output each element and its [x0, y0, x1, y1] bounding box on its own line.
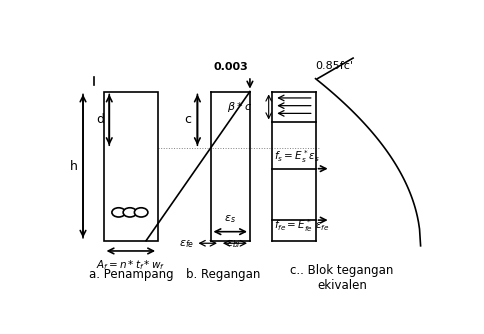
Text: $A_f=n*t_f*w_f$: $A_f=n*t_f*w_f$: [96, 258, 166, 272]
Text: 0.003: 0.003: [214, 62, 249, 72]
Text: d: d: [96, 113, 104, 126]
Circle shape: [112, 208, 125, 217]
Text: $\varepsilon_{fe}$: $\varepsilon_{fe}$: [179, 238, 194, 250]
Circle shape: [123, 208, 136, 217]
Text: c: c: [184, 113, 192, 126]
Text: h: h: [70, 160, 77, 173]
Text: b. Regangan: b. Regangan: [186, 268, 261, 281]
Circle shape: [135, 208, 148, 217]
Text: a. Penampang: a. Penampang: [90, 268, 174, 281]
Text: $\varepsilon_{bi}$: $\varepsilon_{bi}$: [226, 238, 241, 250]
Text: c.. Blok tegangan
ekivalen: c.. Blok tegangan ekivalen: [290, 264, 393, 292]
Text: $f_s=E_s^*\varepsilon_s$: $f_s=E_s^*\varepsilon_s$: [274, 148, 320, 165]
Text: $\beta*c$: $\beta*c$: [227, 100, 252, 114]
Text: $\varepsilon_s$: $\varepsilon_s$: [224, 213, 236, 225]
Bar: [104, 92, 158, 241]
Text: $f_{fe}=E_{fe}^*\ \varepsilon_{fe}$: $f_{fe}=E_{fe}^*\ \varepsilon_{fe}$: [274, 217, 330, 234]
Text: 0.85fc': 0.85fc': [316, 61, 354, 71]
